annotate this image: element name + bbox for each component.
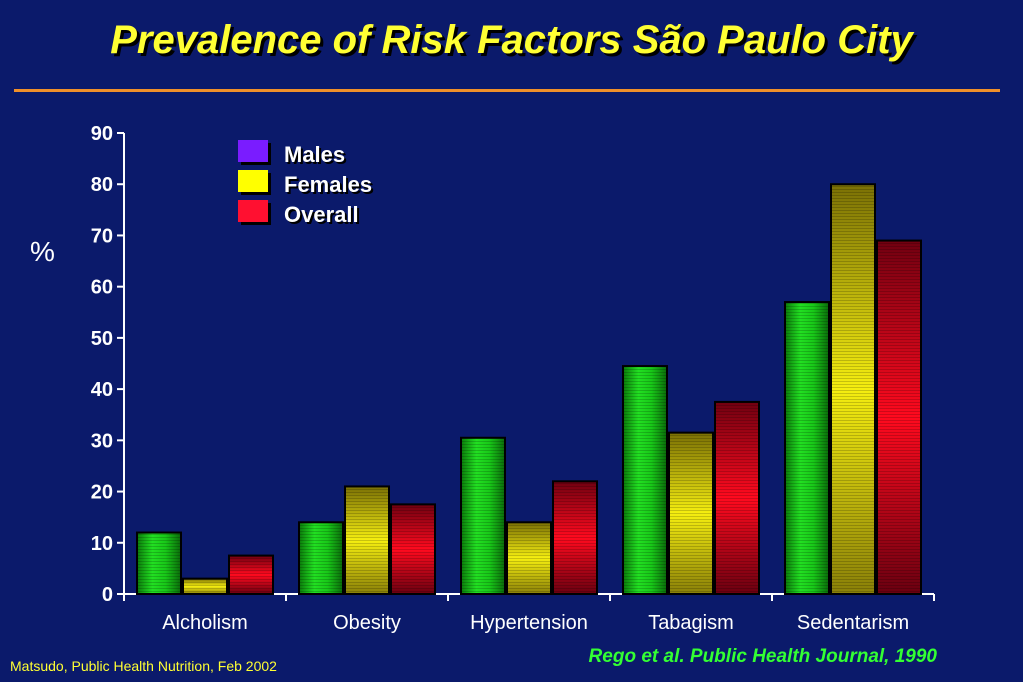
bar-texture: [230, 556, 272, 593]
bar-texture: [786, 303, 828, 593]
bar-texture: [554, 482, 596, 593]
legend-swatch-males: [238, 140, 268, 162]
bar-texture: [462, 438, 504, 593]
bar-texture: [138, 533, 180, 593]
bar-texture: [300, 523, 342, 593]
legend-swatch-females: [238, 170, 268, 192]
y-tick-label: 50: [91, 328, 113, 350]
bar-texture: [508, 523, 550, 593]
source-citation: Rego et al. Public Health Journal, 1990: [588, 646, 937, 667]
legend-label-males: Males: [284, 142, 346, 167]
y-tick-label: 80: [91, 174, 113, 196]
y-tick-label: 10: [91, 533, 113, 555]
legend-swatch-overall: [238, 200, 268, 222]
x-category-label: Tabagism: [648, 612, 734, 634]
y-tick-label: 70: [91, 225, 113, 247]
x-category-label: Hypertension: [470, 612, 588, 634]
legend-label-overall: Overall: [284, 202, 359, 227]
y-tick-label: 90: [91, 123, 113, 145]
y-tick-label: 20: [91, 482, 113, 504]
bar-texture: [670, 433, 712, 593]
x-category-label: Obesity: [333, 612, 401, 634]
title-divider: [14, 89, 1000, 92]
bar-texture: [184, 579, 226, 593]
y-tick-label: 60: [91, 277, 113, 299]
x-category-label: Alcholism: [162, 612, 248, 634]
footer-reference: Matsudo, Public Health Nutrition, Feb 20…: [10, 658, 277, 674]
bar-texture: [346, 487, 388, 593]
legend-label-females: Females: [284, 172, 373, 197]
y-tick-label: 0: [102, 584, 113, 606]
slide-title: Prevalence of Risk Factors São Paulo Cit…: [110, 18, 913, 62]
bar-texture: [624, 367, 666, 593]
y-axis-label: %: [30, 236, 55, 267]
y-tick-label: 40: [91, 379, 113, 401]
bar-texture: [878, 241, 920, 594]
x-category-label: Sedentarism: [797, 612, 909, 634]
bar-texture: [716, 402, 758, 593]
bar-texture: [392, 505, 434, 593]
bar-texture: [832, 185, 874, 593]
y-tick-label: 30: [91, 430, 113, 452]
